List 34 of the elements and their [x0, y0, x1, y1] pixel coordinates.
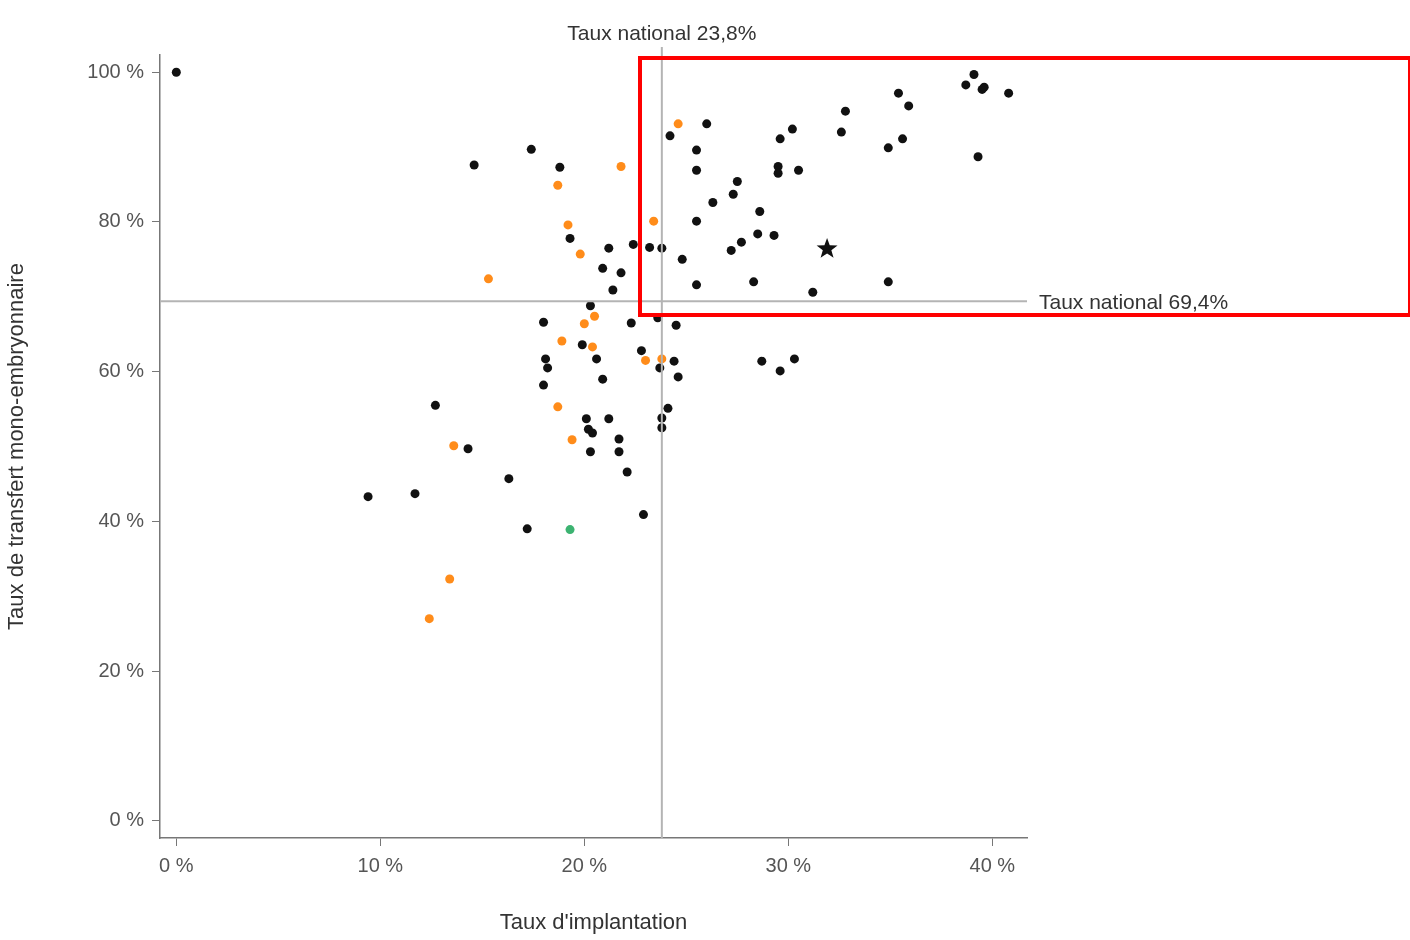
ref-line-label: Taux national 23,8%	[567, 21, 757, 45]
x-tick-label: 10 %	[357, 853, 404, 876]
y-axis-title: Taux de transfert mono-embryonnaire	[3, 263, 29, 630]
point	[579, 319, 589, 329]
x-axis-title: Taux d'implantation	[499, 908, 688, 934]
x-tick-label: 40 %	[969, 853, 1016, 876]
point	[445, 574, 455, 584]
point	[575, 249, 585, 259]
point	[649, 216, 659, 226]
x-tick-label: 30 %	[765, 853, 812, 876]
y-tick-label: 0 %	[109, 808, 145, 831]
point	[641, 355, 651, 365]
point	[565, 525, 575, 535]
y-tick-label: 60 %	[98, 359, 145, 382]
point	[553, 180, 563, 190]
point	[483, 274, 493, 284]
point	[816, 237, 838, 258]
ref-line-label: Taux national 69,4%	[1039, 290, 1229, 314]
y-tick-label: 80 %	[98, 209, 145, 232]
y-tick-label: 20 %	[98, 658, 145, 681]
point	[616, 162, 626, 172]
x-tick-label: 0 %	[159, 853, 194, 876]
y-tick-label: 100 %	[87, 59, 145, 82]
point	[590, 311, 600, 321]
point	[587, 342, 597, 352]
y-tick-label: 40 %	[98, 508, 145, 531]
point	[553, 402, 563, 412]
point	[424, 614, 434, 624]
point	[563, 220, 573, 230]
point	[673, 119, 683, 129]
point	[557, 336, 567, 346]
x-tick-label: 20 %	[561, 853, 608, 876]
point	[567, 435, 577, 445]
point	[449, 441, 459, 451]
